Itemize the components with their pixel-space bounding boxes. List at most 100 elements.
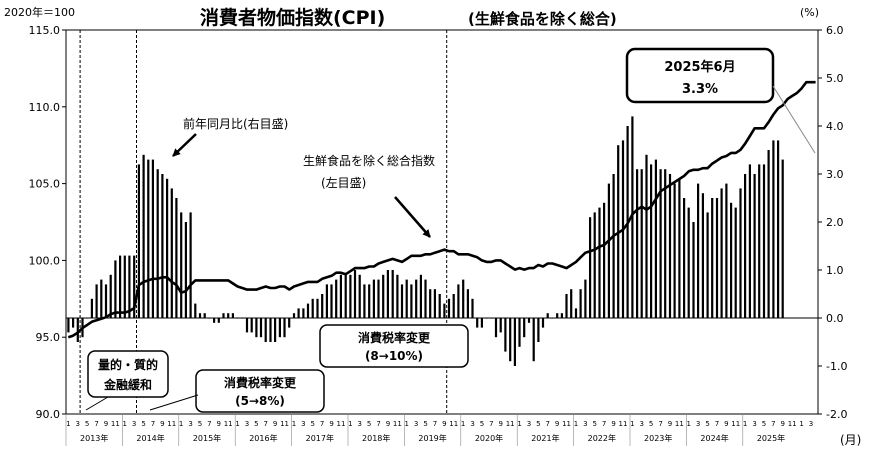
month-tick-label: 9 bbox=[611, 420, 615, 428]
month-tick-label: 1 bbox=[461, 420, 465, 428]
month-tick-label: 3 bbox=[132, 420, 136, 428]
yoy-bar bbox=[372, 279, 375, 318]
month-tick-label: 7 bbox=[94, 420, 98, 428]
month-tick-label: 1 bbox=[743, 420, 747, 428]
right-tick-label: 2.0 bbox=[826, 216, 844, 229]
yoy-bar bbox=[274, 318, 277, 342]
yoy-bar bbox=[494, 318, 498, 338]
yoy-bar bbox=[603, 202, 606, 318]
year-label: 2025年 bbox=[757, 433, 785, 443]
yoy-bars bbox=[67, 116, 784, 366]
month-tick-label: 5 bbox=[367, 420, 371, 428]
yoy-bar bbox=[344, 274, 347, 318]
month-tick-label: 5 bbox=[705, 420, 709, 428]
annotation-yoy-arrow bbox=[172, 133, 197, 157]
right-tick-label: 4.0 bbox=[826, 120, 844, 133]
yoy-bar bbox=[363, 284, 366, 318]
yoy-bar bbox=[565, 294, 568, 318]
month-tick-label: 5 bbox=[593, 420, 597, 428]
year-label: 2018年 bbox=[362, 433, 390, 443]
month-tick-label: 7 bbox=[489, 420, 493, 428]
left-tick-label: 100.0 bbox=[29, 254, 61, 267]
month-tick-label: 9 bbox=[555, 420, 559, 428]
month-tick-label: 3 bbox=[414, 420, 418, 428]
month-tick-label: 5 bbox=[311, 420, 315, 428]
yoy-bar bbox=[687, 207, 690, 318]
month-tick-label: 5 bbox=[254, 420, 258, 428]
year-label: 2019年 bbox=[418, 433, 446, 443]
year-label: 2021年 bbox=[531, 433, 559, 443]
left-axis-unit: 2020年＝100 bbox=[4, 5, 75, 19]
month-tick-label: 7 bbox=[376, 420, 380, 428]
yoy-bar bbox=[358, 274, 361, 318]
month-tick-label: 11 bbox=[167, 420, 176, 428]
month-tick-label: 3 bbox=[527, 420, 531, 428]
annotation-tax-2014-label: 消費税率変更 bbox=[224, 375, 297, 390]
yoy-bar bbox=[161, 174, 164, 318]
month-tick-label: 1 bbox=[348, 420, 352, 428]
yoy-bar bbox=[198, 313, 202, 318]
right-tick-label: 5.0 bbox=[826, 72, 844, 85]
left-tick-label: 105.0 bbox=[29, 178, 61, 191]
month-tick-label: 11 bbox=[788, 420, 797, 428]
month-tick-label: 3 bbox=[640, 420, 644, 428]
yoy-bar bbox=[325, 284, 328, 318]
yoy-bar bbox=[560, 313, 563, 318]
yoy-bar bbox=[584, 279, 587, 318]
annotation-index: 生鮮食品を除く総合指数 (左目盛) bbox=[303, 153, 435, 238]
yoy-bar bbox=[400, 284, 404, 318]
annotation-tax-2014: 消費税率変更 (5→8%) bbox=[149, 369, 325, 413]
yoy-bar bbox=[339, 274, 342, 318]
month-tick-label: 9 bbox=[329, 420, 333, 428]
year-label: 2014年 bbox=[136, 433, 164, 443]
annotation-index-arrow bbox=[394, 196, 431, 238]
yoy-bar bbox=[245, 318, 249, 333]
year-label: 2015年 bbox=[193, 433, 221, 443]
month-tick-label: 9 bbox=[499, 420, 503, 428]
annotation-index-sub: (左目盛) bbox=[321, 175, 366, 190]
annotation-tax-2014-box bbox=[195, 369, 325, 413]
month-tick-label: 3 bbox=[301, 420, 305, 428]
yoy-bar bbox=[457, 284, 460, 318]
index-line bbox=[67, 80, 816, 339]
yoy-bar bbox=[104, 284, 108, 318]
index-line-group bbox=[67, 80, 816, 339]
annotation-qqe-pointer bbox=[85, 396, 109, 411]
yoy-bar bbox=[302, 308, 305, 318]
yoy-bar bbox=[109, 274, 112, 318]
yoy-bar bbox=[532, 318, 535, 362]
yoy-bar bbox=[589, 217, 592, 318]
month-tick-label: 1 bbox=[574, 420, 578, 428]
yoy-bar bbox=[659, 169, 662, 318]
yoy-bar bbox=[640, 169, 643, 318]
yoy-bar bbox=[593, 212, 596, 318]
month-tick-label: 3 bbox=[696, 420, 700, 428]
yoy-bar bbox=[386, 270, 389, 318]
yoy-bar bbox=[762, 164, 766, 318]
yoy-bar bbox=[213, 318, 216, 323]
yoy-bar bbox=[166, 178, 169, 318]
month-tick-label: 7 bbox=[715, 420, 719, 428]
yoy-bar bbox=[316, 298, 319, 318]
yoy-bar bbox=[194, 303, 197, 318]
month-tick-label: 1 bbox=[517, 420, 521, 428]
month-tick-label: 11 bbox=[111, 420, 120, 428]
yoy-bar bbox=[598, 207, 601, 318]
year-label: 2013年 bbox=[80, 433, 108, 443]
month-tick-label: 11 bbox=[731, 420, 740, 428]
yoy-bar bbox=[523, 318, 526, 338]
yoy-bar bbox=[405, 279, 408, 318]
yoy-bar bbox=[607, 183, 610, 318]
annotation-tax-2014-sub: (5→8%) bbox=[235, 394, 285, 408]
month-tick-label: 1 bbox=[123, 420, 127, 428]
yoy-bar bbox=[184, 222, 187, 318]
yoy-bar bbox=[711, 198, 714, 318]
month-tick-label: 11 bbox=[280, 420, 289, 428]
yoy-bar bbox=[570, 289, 573, 318]
yoy-bar bbox=[739, 188, 742, 318]
month-tick-label: 9 bbox=[724, 420, 728, 428]
yoy-bar bbox=[278, 318, 281, 338]
yoy-bar bbox=[636, 169, 639, 318]
month-tick-label: 3 bbox=[809, 420, 813, 428]
